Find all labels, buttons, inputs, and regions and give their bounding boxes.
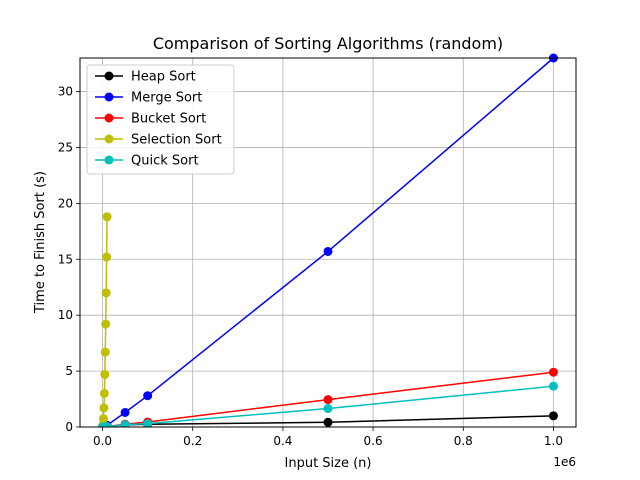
y-tick-label: 20 [58, 196, 73, 210]
legend-swatch-marker [104, 71, 114, 81]
x-axis-offset-label: 1e6 [553, 455, 576, 469]
data-point-merge-sort [323, 246, 333, 256]
y-tick-label: 25 [58, 140, 73, 154]
y-tick-label: 5 [65, 364, 73, 378]
data-point-bucket-sort [323, 395, 333, 405]
y-axis-ticks: 0 5 10 15 20 25 30 [58, 85, 80, 434]
legend-label: Quick Sort [131, 154, 199, 169]
x-tick-label: 0.8 [454, 434, 473, 448]
data-point-quick-sort [323, 404, 333, 414]
legend-item-selection-sort: Selection Sort [95, 133, 222, 148]
data-point-quick-sort [102, 422, 112, 427]
legend-label: Heap Sort [131, 70, 196, 85]
data-point-selection-sort [101, 288, 111, 298]
x-tick-label: 0.4 [273, 434, 292, 448]
x-axis-label: Input Size (n) [285, 456, 372, 471]
data-point-quick-sort [143, 419, 153, 427]
legend-label: Bucket Sort [131, 112, 206, 127]
x-tick-label: 0.0 [93, 434, 112, 448]
y-tick-label: 0 [65, 420, 73, 434]
data-point-selection-sort [100, 369, 110, 379]
legend-swatch-marker [104, 92, 114, 102]
data-point-bucket-sort [548, 367, 558, 377]
plot-frame [79, 57, 577, 428]
x-tick-label: 0.2 [183, 434, 202, 448]
chart-title: Comparison of Sorting Algorithms (random… [153, 34, 503, 53]
x-tick-label: 0.6 [364, 434, 383, 448]
data-point-selection-sort [99, 388, 109, 398]
legend: Heap Sort Merge Sort Bucket Sort Selection … [86, 64, 235, 175]
legend-label: Selection Sort [131, 133, 222, 148]
y-tick-label: 10 [58, 308, 73, 322]
legend-item-heap-sort: Heap Sort [95, 70, 196, 85]
data-point-merge-sort [120, 407, 130, 417]
data-point-merge-sort [143, 391, 153, 401]
y-tick-label: 30 [58, 85, 73, 99]
data-point-quick-sort [548, 381, 558, 391]
data-point-heap-sort [548, 411, 558, 421]
x-axis-ticks: 0.0 0.2 0.4 0.6 0.8 1.0 [93, 427, 563, 448]
data-point-selection-sort [102, 252, 112, 262]
legend-box [86, 64, 235, 175]
legend-swatch-marker [104, 155, 114, 165]
legend-item-merge-sort: Merge Sort [95, 91, 202, 106]
x-tick-label: 1.0 [544, 434, 563, 448]
data-point-selection-sort [100, 347, 110, 357]
legend-label: Merge Sort [131, 91, 202, 106]
data-point-quick-sort [120, 420, 130, 427]
y-tick-label: 15 [58, 252, 73, 266]
legend-item-quick-sort: Quick Sort [95, 154, 199, 169]
y-axis-label: Time to Finish Sort (s) [33, 171, 48, 314]
data-point-heap-sort [323, 417, 333, 427]
legend-swatch-marker [104, 113, 114, 123]
legend-swatch-marker [104, 134, 114, 144]
data-point-selection-sort [101, 319, 111, 329]
data-point-selection-sort [102, 212, 112, 222]
data-point-selection-sort [98, 414, 108, 424]
data-point-selection-sort [99, 403, 109, 413]
legend-item-bucket-sort: Bucket Sort [95, 112, 206, 127]
